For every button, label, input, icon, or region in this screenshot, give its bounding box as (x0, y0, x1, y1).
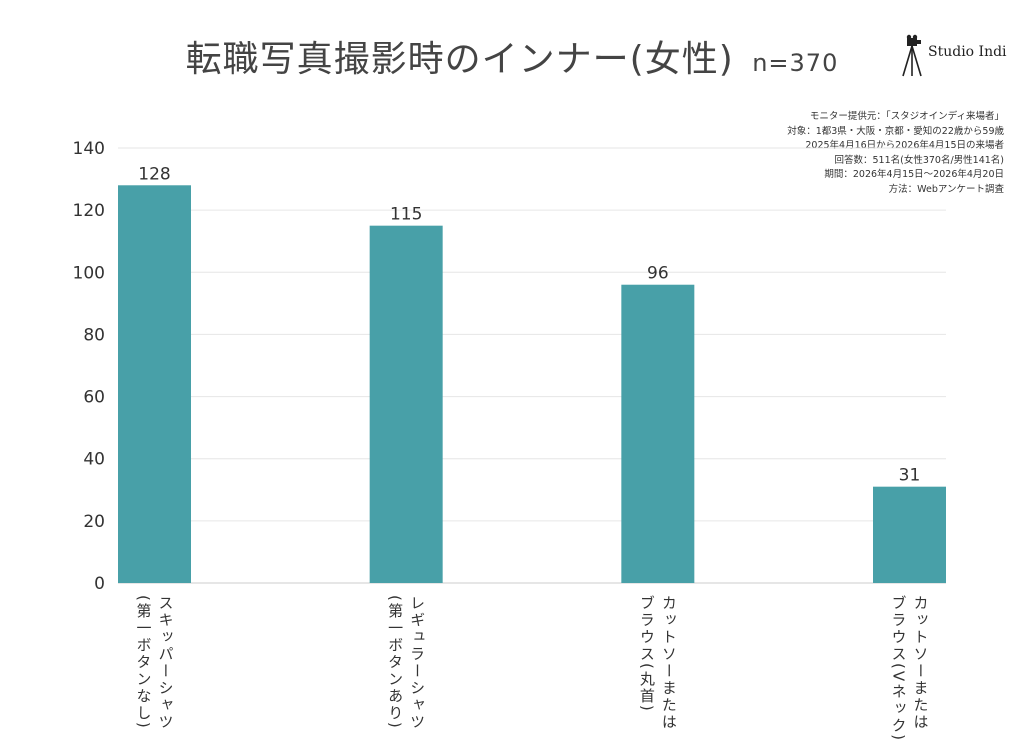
y-tick-label: 40 (83, 450, 105, 470)
bar (621, 284, 695, 583)
x-tick-label: カットソーまたは ブラウス(Vネック) (889, 595, 930, 742)
chart-title: 転職写真撮影時のインナー(女性) n=370 (0, 30, 1024, 82)
brand-logo: Studio Indi (900, 34, 1010, 78)
y-tick-label: 120 (73, 201, 105, 221)
bar (369, 225, 443, 583)
x-tick-label: カットソーまたは ブラウス(丸首) (637, 595, 678, 731)
survey-note: 回答数：511名(女性370名/男性141名) (834, 154, 1004, 166)
data-label: 115 (390, 205, 422, 225)
y-tick-label: 140 (73, 139, 105, 159)
survey-notes: モニター提供元：「スタジオインディ来場者」 対象：1都3県・大阪・京都・愛知の2… (787, 110, 1004, 197)
y-tick-label: 60 (83, 388, 105, 408)
x-tick-label: レギュラーシャツ (第一ボタンあり) (386, 595, 427, 731)
x-tick-label: スキッパーシャツ (第一ボタンなし) (134, 595, 175, 731)
survey-note: 期間：2026年4月15日〜2026年4月20日 (824, 169, 1004, 180)
survey-note: 対象：1都3県・大阪・京都・愛知の22歳から59歳 (787, 125, 1004, 137)
y-tick-label: 100 (73, 263, 105, 283)
data-label: 128 (138, 164, 170, 184)
y-tick-label: 80 (83, 325, 105, 345)
bar (873, 486, 946, 583)
y-tick-label: 20 (83, 512, 105, 532)
sample-size: n=370 (752, 49, 839, 77)
data-label: 31 (899, 466, 921, 486)
survey-note: 方法：Webアンケート調査 (888, 183, 1004, 195)
data-label: 96 (647, 264, 669, 284)
bar (118, 185, 191, 584)
survey-note: モニター提供元：「スタジオインディ来場者」 (809, 111, 1004, 122)
chart-title-text: 転職写真撮影時のインナー(女性) (185, 39, 734, 80)
brand-name: Studio Indi (928, 44, 1007, 60)
camera-tripod-icon (902, 34, 922, 77)
survey-note: 2025年4月16日から2026年4月15日の来場者 (805, 140, 1004, 151)
y-tick-label: 0 (94, 574, 105, 594)
